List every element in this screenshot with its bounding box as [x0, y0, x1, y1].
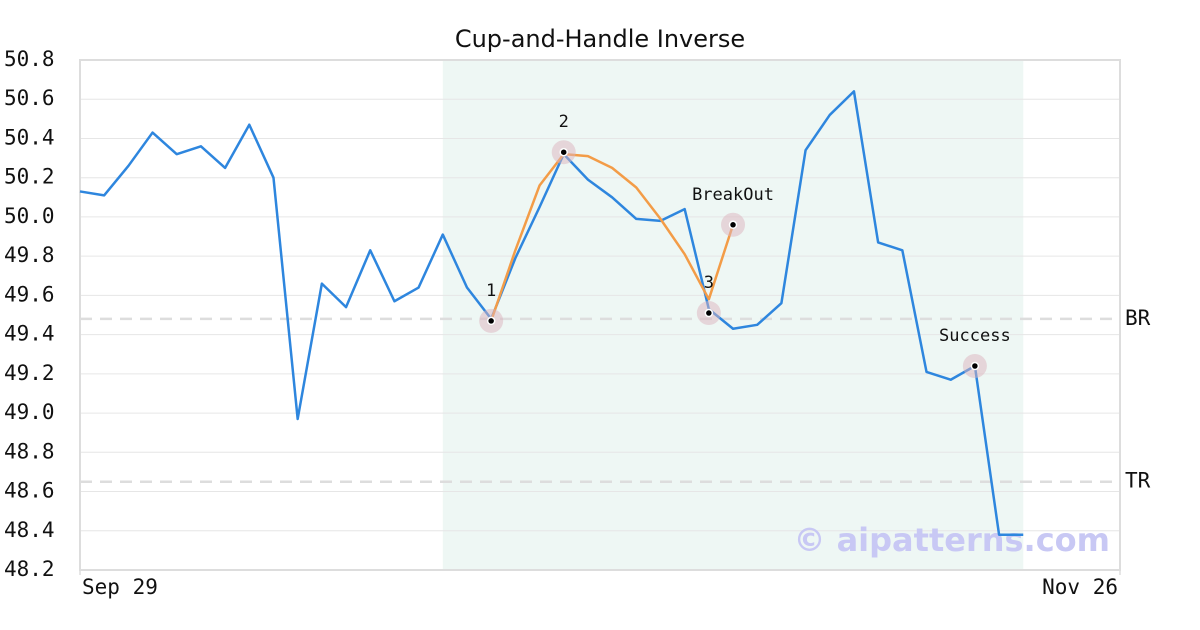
y-tick-label: 48.8: [4, 439, 55, 463]
y-tick-label: 50.6: [4, 86, 55, 110]
y-tick-label: 49.4: [4, 322, 55, 346]
marker: [970, 361, 980, 371]
plot-frame: [79, 59, 1121, 571]
y-tick-label: 49.2: [4, 361, 55, 385]
y-tick-label: 48.4: [4, 518, 55, 542]
x-tick-label: Sep 29: [82, 575, 158, 599]
marker-label: Success: [939, 326, 1011, 346]
pattern-line: [489, 152, 735, 322]
pattern-region: [442, 60, 1024, 570]
y-tick-label: 49.6: [4, 282, 55, 306]
marker-label: 2: [559, 112, 569, 132]
chart-title: Cup-and-Handle Inverse: [455, 25, 745, 53]
marker-label: 1: [486, 281, 496, 301]
level-label: TR: [1125, 469, 1151, 493]
y-tick-label: 48.6: [4, 479, 55, 503]
y-tick-label: 48.2: [4, 557, 55, 581]
price-line: [79, 90, 1024, 536]
y-tick-label: 50.0: [4, 204, 55, 228]
marker: [559, 147, 568, 157]
marker: [486, 316, 496, 326]
x-tick-label: Nov 26: [1042, 575, 1118, 599]
watermark: © aipatterns.com: [793, 521, 1110, 559]
y-tick-label: 50.2: [4, 165, 55, 189]
marker-label: BreakOut: [692, 185, 774, 205]
marker: [728, 220, 738, 230]
marker-label: 3: [704, 273, 714, 293]
marker: [704, 308, 714, 318]
y-tick-label: 49.0: [4, 400, 55, 424]
y-tick-label: 49.8: [4, 243, 55, 267]
level-label: BR: [1125, 306, 1151, 330]
y-tick-label: 50.4: [4, 125, 55, 149]
y-tick-label: 50.8: [4, 47, 55, 71]
